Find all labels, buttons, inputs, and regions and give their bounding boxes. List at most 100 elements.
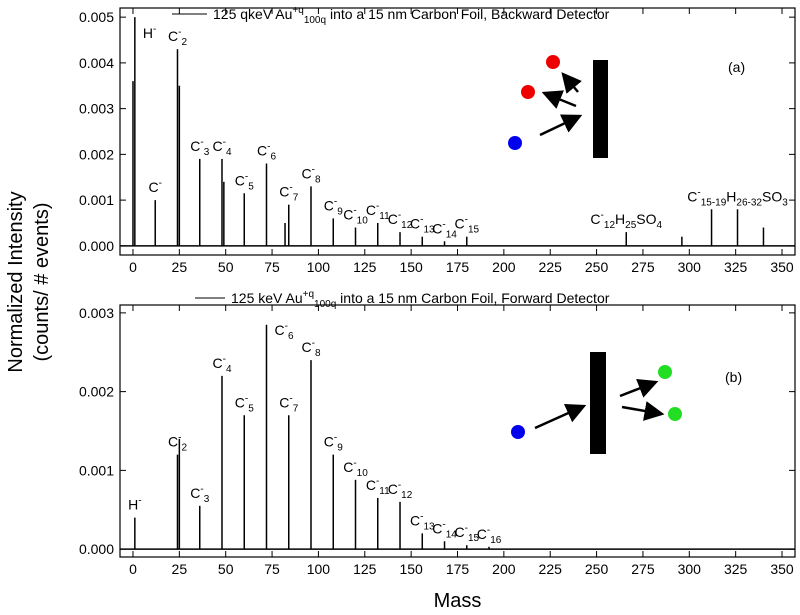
label-part: - bbox=[442, 519, 445, 530]
label-part: C bbox=[168, 434, 178, 450]
label-part: - bbox=[420, 511, 423, 522]
x-tick-label: 100 bbox=[307, 259, 331, 275]
peak-label: C-7 bbox=[279, 183, 298, 204]
peak-label: C-11 bbox=[366, 476, 390, 497]
label-part: - bbox=[312, 338, 315, 349]
y-tick-label: 0.002 bbox=[79, 384, 114, 400]
label-part: 6 bbox=[270, 152, 276, 163]
x-tick-label: 225 bbox=[539, 561, 563, 577]
label-part: - bbox=[289, 183, 292, 194]
x-axis-title: Mass bbox=[434, 590, 482, 612]
peak-label: C-12 bbox=[388, 480, 413, 501]
y-tick-label: 0.001 bbox=[79, 192, 114, 208]
label-part: 7 bbox=[293, 193, 299, 204]
label-part: SO bbox=[762, 188, 782, 204]
x-tick-label: 0 bbox=[129, 561, 137, 577]
x-tick-label: 150 bbox=[399, 259, 423, 275]
peak-label: C-3 bbox=[190, 137, 209, 158]
y-axis-title: (counts/ # events) bbox=[31, 203, 53, 362]
projectile bbox=[508, 136, 522, 150]
label-part: - bbox=[159, 178, 162, 189]
x-tick-label: 325 bbox=[724, 259, 748, 275]
label-part: C bbox=[301, 339, 311, 355]
label-part: into a 15 nm Carbon Foil, Forward Detect… bbox=[336, 290, 609, 306]
label-part: C bbox=[257, 143, 267, 159]
label-part: C bbox=[477, 526, 487, 542]
x-tick-label: 175 bbox=[446, 259, 470, 275]
label-part: - bbox=[376, 476, 379, 487]
y-axis-title: Normalized Intensity bbox=[5, 191, 27, 372]
label-part: 10 bbox=[357, 468, 369, 479]
label-part: 125 keV Au bbox=[231, 290, 303, 306]
label-part: C bbox=[410, 216, 420, 232]
label-part: C bbox=[324, 434, 334, 450]
backward-diagram bbox=[508, 55, 608, 158]
label-part: 8 bbox=[315, 348, 321, 359]
label-part: - bbox=[267, 142, 270, 153]
label-part: 13 bbox=[423, 521, 435, 532]
projectile bbox=[511, 425, 525, 439]
label-part: 125 qkeV Au bbox=[213, 6, 292, 22]
label-part: - bbox=[178, 27, 181, 38]
panel-label: (a) bbox=[728, 59, 745, 75]
label-part: C bbox=[235, 172, 245, 188]
label-part: - bbox=[223, 137, 226, 148]
peak-label: C-7 bbox=[279, 393, 298, 414]
label-part: into a 15 nm Carbon Foil, Backward Detec… bbox=[326, 6, 610, 22]
peak-label: C-10 bbox=[343, 206, 368, 227]
label-part: 12 bbox=[401, 220, 413, 231]
peak-label: C-16 bbox=[477, 525, 502, 546]
peak-label: C-12 bbox=[388, 210, 413, 231]
label-part: C bbox=[212, 355, 222, 371]
y-tick-label: 0.002 bbox=[79, 146, 114, 162]
label-part: C bbox=[190, 485, 200, 501]
label-part: 15 bbox=[468, 225, 480, 236]
label-part: 5 bbox=[248, 403, 254, 414]
label-part: C bbox=[343, 207, 353, 223]
ion bbox=[521, 85, 535, 99]
arrow bbox=[534, 404, 587, 430]
x-tick-label: 125 bbox=[353, 259, 377, 275]
x-tick-label: 200 bbox=[492, 259, 516, 275]
label-part: 3 bbox=[782, 197, 788, 208]
label-part: C bbox=[454, 524, 464, 540]
label-part: - bbox=[353, 206, 356, 217]
label-part: C bbox=[432, 220, 442, 236]
x-tick-label: 175 bbox=[446, 561, 470, 577]
label-part: 10 bbox=[357, 216, 369, 227]
y-tick-label: 0.004 bbox=[79, 55, 114, 71]
peak-label: C-5 bbox=[235, 393, 254, 414]
x-tick-label: 300 bbox=[678, 259, 702, 275]
arrow bbox=[541, 90, 577, 109]
label-part: - bbox=[138, 496, 141, 507]
y-tick-label: 0.001 bbox=[79, 462, 114, 478]
detector bbox=[590, 352, 606, 454]
label-part: 3 bbox=[204, 494, 210, 505]
y-tick-label: 0.000 bbox=[79, 541, 114, 557]
label-part: 9 bbox=[337, 443, 343, 454]
label-part: C bbox=[324, 197, 334, 213]
label-part: C bbox=[366, 477, 376, 493]
label-part: 11 bbox=[379, 211, 390, 222]
detector bbox=[593, 60, 608, 158]
x-tick-label: 200 bbox=[492, 561, 516, 577]
x-tick-label: 300 bbox=[678, 561, 702, 577]
peak-label: C-15 bbox=[454, 215, 479, 236]
x-tick-label: 350 bbox=[770, 259, 794, 275]
peak-label: C-10 bbox=[343, 458, 368, 479]
y-tick-label: 0.003 bbox=[79, 305, 114, 321]
x-tick-label: 350 bbox=[770, 561, 794, 577]
label-part: - bbox=[442, 219, 445, 230]
y-tick-label: 0.005 bbox=[79, 9, 114, 25]
x-tick-label: 0 bbox=[129, 259, 137, 275]
label-part: 26-32 bbox=[736, 197, 762, 208]
y-tick-label: 0.000 bbox=[79, 238, 114, 254]
x-tick-label: 50 bbox=[218, 561, 234, 577]
label-part: C bbox=[454, 216, 464, 232]
arrow bbox=[561, 72, 582, 94]
peak-label: C-9 bbox=[324, 433, 343, 454]
x-tick-label: 275 bbox=[631, 561, 655, 577]
peak-label: C-13 bbox=[410, 511, 435, 532]
arrow bbox=[539, 114, 583, 137]
peak-label: C-8 bbox=[301, 164, 320, 185]
